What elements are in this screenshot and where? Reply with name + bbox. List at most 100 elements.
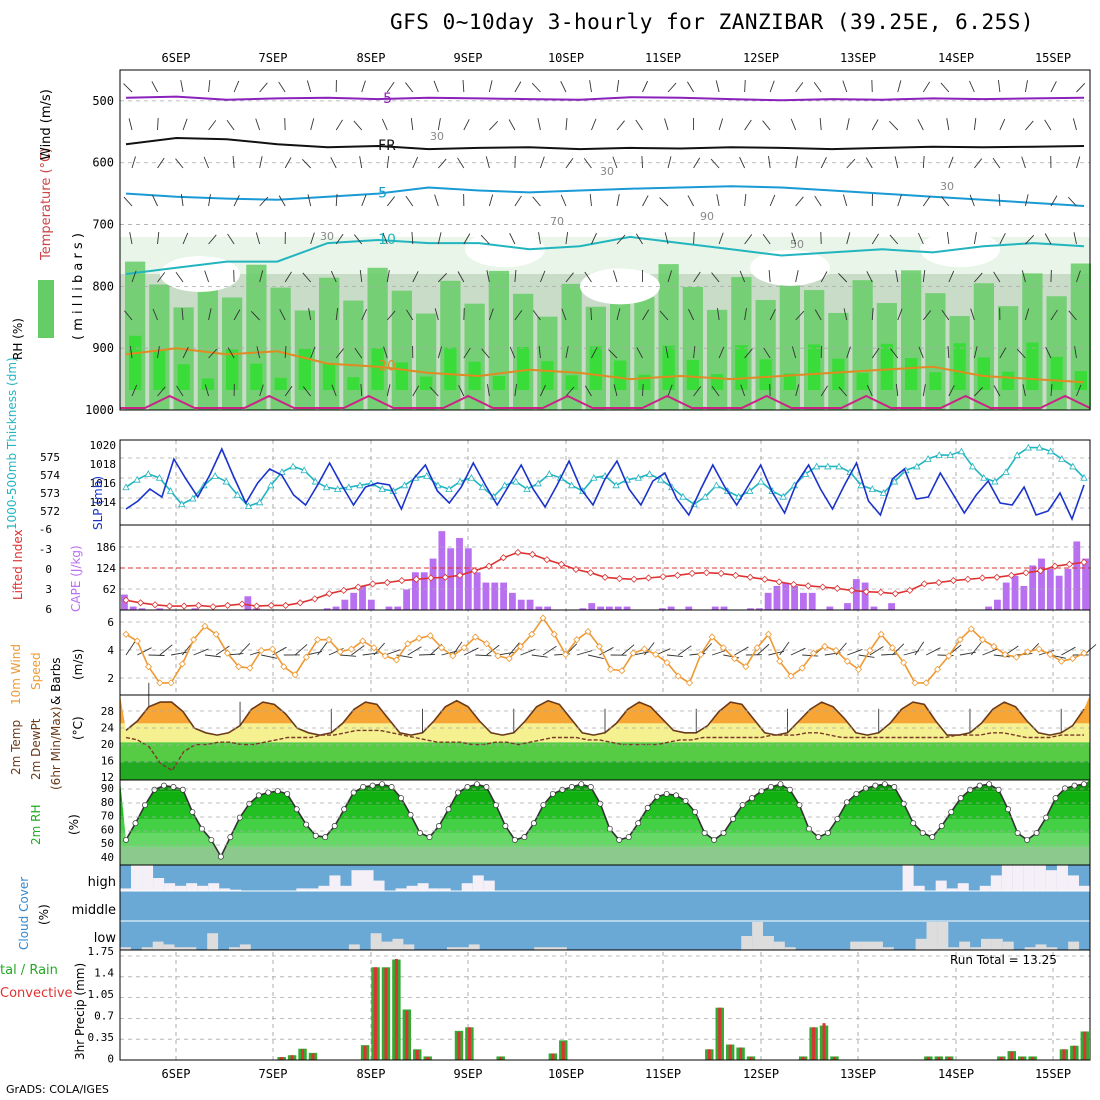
wind10m-barb xyxy=(385,649,401,656)
cape-bar xyxy=(121,594,128,610)
wind-barb xyxy=(718,232,724,245)
wind10m-barb xyxy=(137,647,152,656)
wind-barb xyxy=(866,384,873,397)
wind-barb xyxy=(410,118,414,131)
wind-axis-label: Wind (m/s) xyxy=(39,89,54,160)
cape-bar xyxy=(385,606,393,610)
thickness-line-marker xyxy=(757,477,765,485)
wind10m-line-marker xyxy=(832,646,840,655)
rh2m-line-marker xyxy=(853,790,860,797)
rh2m-line-marker xyxy=(369,782,376,789)
rh2m-line-marker xyxy=(739,802,746,809)
wind10m-line-marker xyxy=(900,659,908,667)
wind-barb xyxy=(768,270,771,283)
li-line-marker xyxy=(644,574,653,582)
li-line-marker xyxy=(572,565,580,574)
wind10m-tick-label: 6 xyxy=(107,616,114,629)
cape-bar xyxy=(1011,575,1019,610)
rh2m-line-marker xyxy=(227,834,234,841)
wind-barb xyxy=(406,309,414,321)
wind-barb xyxy=(386,81,395,93)
wind-barb xyxy=(412,271,419,283)
cloud-low-bar xyxy=(174,947,186,950)
cloud-low-bar xyxy=(1024,947,1036,950)
wind-barb xyxy=(310,118,315,131)
wind-barb xyxy=(973,232,977,245)
rh2m-line-marker xyxy=(303,821,310,828)
li-line-marker xyxy=(891,590,899,598)
rh2m-line-marker xyxy=(787,786,793,793)
rh2m-line-marker xyxy=(891,784,898,790)
thickness-line-marker xyxy=(311,477,320,485)
rh-saturated-column xyxy=(274,377,287,390)
cloud-low-bar xyxy=(970,947,982,950)
wind10m-barb xyxy=(373,642,385,656)
thickness-line-marker xyxy=(612,481,620,489)
rh2m-line-marker xyxy=(549,790,556,797)
rh-saturated-column xyxy=(517,346,530,390)
x-tick-label-top: 7SEP xyxy=(259,51,288,65)
temp-axis-label: 2m Temp xyxy=(9,720,23,775)
precip-convective-bar xyxy=(926,1057,930,1060)
wind-barb xyxy=(335,119,343,131)
wind-barb xyxy=(180,194,184,207)
wind-barb xyxy=(897,194,902,207)
li-line-marker xyxy=(920,580,928,588)
cape-bar xyxy=(597,606,604,610)
wind-barb xyxy=(383,346,388,359)
wind-barb xyxy=(940,82,950,93)
li-line-marker xyxy=(746,573,754,581)
wind-barb xyxy=(795,270,799,283)
cloud-low-bar xyxy=(882,947,894,950)
rh2m-line-marker xyxy=(730,816,736,822)
li-line-marker xyxy=(775,578,783,586)
thickness-line-marker xyxy=(1046,447,1055,455)
wind-barb xyxy=(437,273,447,283)
rh2m-line-marker xyxy=(673,792,680,799)
cloud-low-bar xyxy=(741,936,753,950)
cape-bar xyxy=(332,606,340,610)
li-line-marker xyxy=(1051,562,1059,570)
wind-barb xyxy=(1076,270,1081,283)
wind-barb xyxy=(795,384,800,397)
thickness-line-marker xyxy=(322,483,331,491)
rh2m-line-marker xyxy=(265,789,272,796)
precip-convective-bar xyxy=(551,1053,555,1060)
thickness-line-marker xyxy=(300,466,308,474)
cloud-low-bar xyxy=(1068,941,1080,950)
cape-bar xyxy=(420,572,428,610)
cloud-high-bar xyxy=(318,885,330,891)
wind-barb xyxy=(814,309,822,321)
wind-barb xyxy=(335,348,344,359)
x-tick-label-top: 12SEP xyxy=(743,51,779,65)
precip-convective-bar xyxy=(739,1047,743,1060)
thickness-line-marker xyxy=(1013,451,1021,459)
wind-barb xyxy=(890,348,899,359)
cape-bar xyxy=(782,582,790,610)
rh2m-line-marker xyxy=(559,786,566,793)
wind-barb xyxy=(846,232,851,245)
cloud-low-bar xyxy=(861,941,873,950)
precip-frame xyxy=(119,949,1091,1061)
wind-barb xyxy=(693,386,702,397)
rh2m-line-marker xyxy=(635,820,642,827)
rh-saturated-column xyxy=(1026,342,1039,390)
cape-bar xyxy=(1038,558,1045,610)
wind-barb xyxy=(969,80,975,93)
wind-barb xyxy=(846,118,850,131)
wind-barb xyxy=(642,383,644,397)
temperature-contour xyxy=(125,95,1085,102)
wind-barb xyxy=(486,270,490,283)
cloud-low-bar xyxy=(763,936,774,950)
cape-bar xyxy=(491,582,499,610)
wind-barb xyxy=(129,346,133,359)
wind-barb xyxy=(255,232,261,245)
wind-barb xyxy=(331,384,337,397)
wind10m-line-marker xyxy=(133,637,141,645)
wind-barb xyxy=(948,385,955,397)
cloud-low-bar xyxy=(403,944,415,950)
wind-barb xyxy=(922,270,926,283)
rh2m-line-marker xyxy=(464,784,471,790)
wind10m-barb xyxy=(463,647,479,656)
